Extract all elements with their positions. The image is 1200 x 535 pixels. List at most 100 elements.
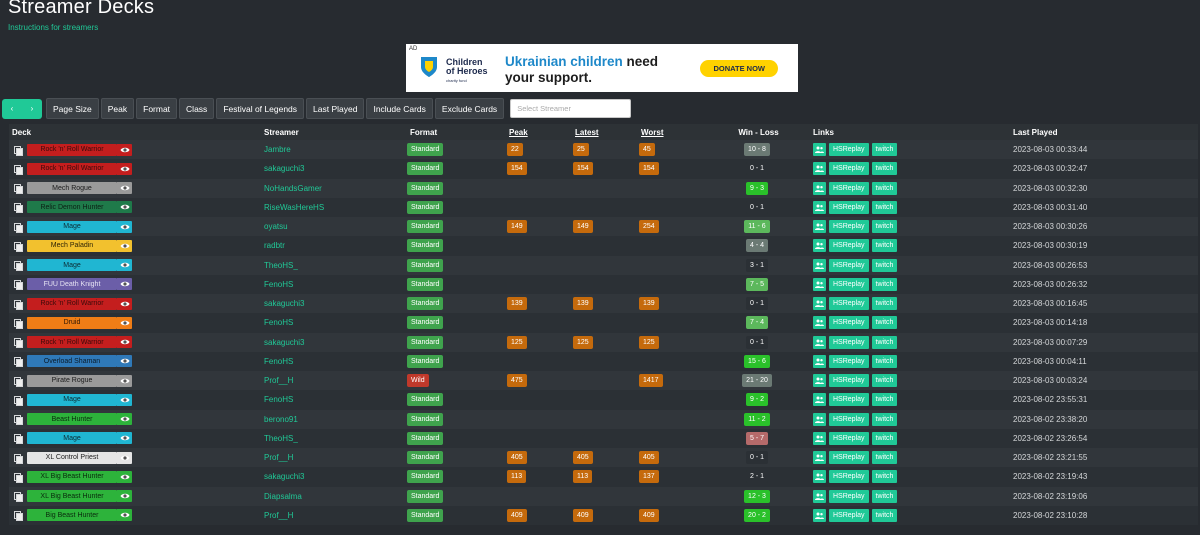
streamer-link[interactable]: oyatsu <box>264 222 288 232</box>
streamer-link[interactable]: TheoHS_ <box>264 433 298 443</box>
format-filter-button[interactable]: Format <box>136 98 178 119</box>
people-icon[interactable] <box>813 508 826 522</box>
hsreplay-link[interactable]: HSReplay <box>829 181 869 195</box>
hsreplay-link[interactable]: HSReplay <box>829 393 869 407</box>
people-icon[interactable] <box>813 354 826 368</box>
eye-icon[interactable] <box>117 162 132 175</box>
hsreplay-link[interactable]: HSReplay <box>829 239 869 253</box>
eye-icon[interactable] <box>117 239 132 252</box>
twitch-link[interactable]: twitch <box>871 393 898 407</box>
eye-icon[interactable] <box>117 220 132 233</box>
deck-name-button[interactable]: Pirate Rogue <box>27 374 117 387</box>
copy-deck-icon[interactable] <box>13 356 23 368</box>
exclude-cards-button[interactable]: Exclude Cards <box>434 98 505 119</box>
twitch-link[interactable]: twitch <box>871 431 898 445</box>
header-latest[interactable]: Latest <box>572 124 638 140</box>
ad-banner[interactable]: AD Children of Heroes charity fund Ukrai… <box>406 44 798 92</box>
streamer-link[interactable]: Diapsalma <box>264 491 302 501</box>
people-icon[interactable] <box>813 335 826 349</box>
class-filter-button[interactable]: Class <box>179 98 215 119</box>
hsreplay-link[interactable]: HSReplay <box>829 489 869 503</box>
hsreplay-link[interactable]: HSReplay <box>829 200 869 214</box>
deck-name-button[interactable]: Mech Paladin <box>27 239 117 252</box>
copy-deck-icon[interactable] <box>13 222 23 233</box>
deck-name-button[interactable]: Mage <box>27 432 117 445</box>
deck-name-button[interactable]: Rock 'n' Roll Warrior <box>27 297 117 310</box>
hsreplay-link[interactable]: HSReplay <box>829 412 869 426</box>
hsreplay-link[interactable]: HSReplay <box>829 277 869 291</box>
people-icon[interactable] <box>813 297 826 311</box>
twitch-link[interactable]: twitch <box>871 354 898 368</box>
streamer-link[interactable]: FenoHS <box>264 395 294 405</box>
copy-deck-icon[interactable] <box>13 395 23 406</box>
copy-deck-icon[interactable] <box>13 491 23 503</box>
people-icon[interactable] <box>813 220 826 234</box>
people-icon[interactable] <box>813 489 826 503</box>
donate-button[interactable]: DONATE NOW <box>700 60 778 77</box>
eye-icon[interactable] <box>117 201 132 214</box>
deck-name-button[interactable]: Rock 'n' Roll Warrior <box>27 336 117 349</box>
copy-deck-icon[interactable] <box>13 318 23 329</box>
streamer-link[interactable]: FenoHS <box>264 356 294 366</box>
deck-name-button[interactable]: Mage <box>27 393 117 406</box>
deck-name-button[interactable]: Rock 'n' Roll Warrior <box>27 162 117 175</box>
hsreplay-link[interactable]: HSReplay <box>829 354 869 368</box>
deck-name-button[interactable]: XL Control Priest <box>27 451 117 464</box>
copy-deck-icon[interactable] <box>13 183 23 195</box>
header-worst[interactable]: Worst <box>638 124 704 140</box>
deck-name-button[interactable]: XL Big Beast Hunter <box>27 490 117 503</box>
copy-deck-icon[interactable] <box>13 510 23 522</box>
deck-name-button[interactable]: Mech Rogue <box>27 182 117 195</box>
deck-name-button[interactable]: Mage <box>27 220 117 233</box>
copy-deck-icon[interactable] <box>13 299 23 310</box>
deck-name-button[interactable]: Overload Shaman <box>27 355 117 368</box>
eye-icon[interactable] <box>117 451 132 464</box>
deck-name-button[interactable]: Relic Demon Hunter <box>27 201 117 214</box>
eye-icon[interactable] <box>117 278 132 291</box>
streamer-link[interactable]: sakaguchi3 <box>264 472 305 482</box>
hsreplay-link[interactable]: HSReplay <box>829 258 869 272</box>
eye-icon[interactable] <box>117 143 132 156</box>
eye-icon[interactable] <box>117 182 132 195</box>
hsreplay-link[interactable]: HSReplay <box>829 162 869 176</box>
hsreplay-link[interactable]: HSReplay <box>829 431 869 445</box>
twitch-link[interactable]: twitch <box>871 143 898 157</box>
streamer-link[interactable]: Jambre <box>264 145 291 155</box>
instructions-link[interactable]: Instructions for streamers <box>8 23 99 32</box>
people-icon[interactable] <box>813 258 826 272</box>
people-icon[interactable] <box>813 412 826 426</box>
expansion-filter-button[interactable]: Festival of Legends <box>216 98 305 119</box>
include-cards-button[interactable]: Include Cards <box>366 98 433 119</box>
people-icon[interactable] <box>813 374 826 388</box>
deck-name-button[interactable]: Mage <box>27 259 117 272</box>
twitch-link[interactable]: twitch <box>871 508 898 522</box>
eye-icon[interactable] <box>117 336 132 349</box>
twitch-link[interactable]: twitch <box>871 297 898 311</box>
peak-filter-button[interactable]: Peak <box>100 98 135 119</box>
eye-icon[interactable] <box>117 470 132 483</box>
eye-icon[interactable] <box>117 490 132 503</box>
streamer-link[interactable]: sakaguchi3 <box>264 164 305 174</box>
hsreplay-link[interactable]: HSReplay <box>829 316 869 330</box>
twitch-link[interactable]: twitch <box>871 335 898 349</box>
eye-icon[interactable] <box>117 413 132 426</box>
eye-icon[interactable] <box>117 316 132 329</box>
people-icon[interactable] <box>813 200 826 214</box>
copy-deck-icon[interactable] <box>13 241 23 252</box>
twitch-link[interactable]: twitch <box>871 489 898 503</box>
hsreplay-link[interactable]: HSReplay <box>829 297 869 311</box>
streamer-link[interactable]: Prof__H <box>264 376 294 386</box>
deck-name-button[interactable]: Beast Hunter <box>27 413 117 426</box>
twitch-link[interactable]: twitch <box>871 451 898 465</box>
eye-icon[interactable] <box>117 355 132 368</box>
eye-icon[interactable] <box>117 374 132 387</box>
copy-deck-icon[interactable] <box>13 279 23 291</box>
streamer-link[interactable]: RiseWasHereHS <box>264 202 325 212</box>
header-peak[interactable]: Peak <box>506 124 572 140</box>
twitch-link[interactable]: twitch <box>871 470 898 484</box>
people-icon[interactable] <box>813 393 826 407</box>
deck-name-button[interactable]: FUU Death Knight <box>27 278 117 291</box>
streamer-link[interactable]: Prof__H <box>264 510 294 520</box>
page-size-button[interactable]: Page Size <box>46 98 99 119</box>
people-icon[interactable] <box>813 470 826 484</box>
